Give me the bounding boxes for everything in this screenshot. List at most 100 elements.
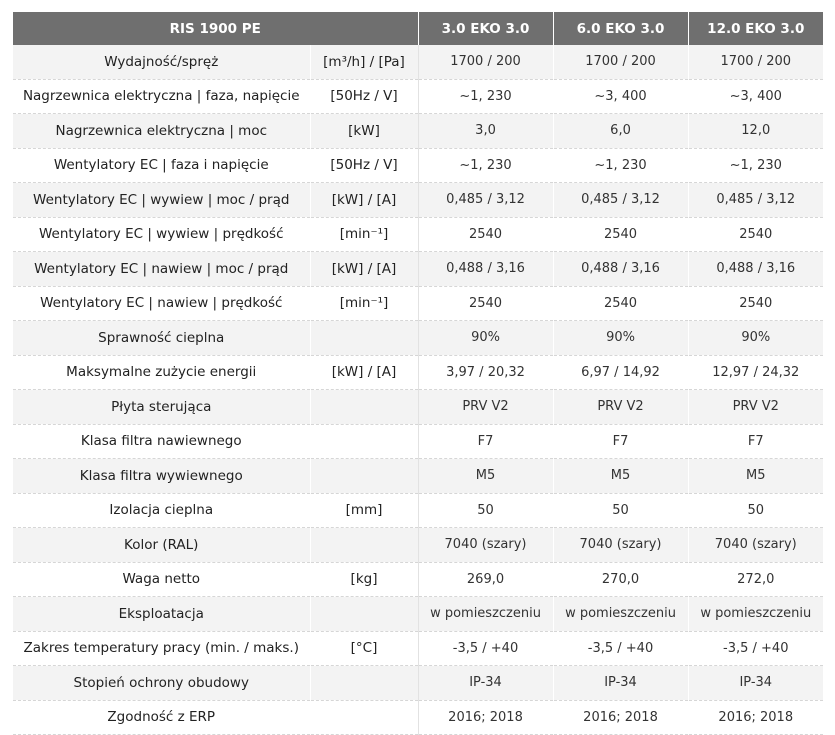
table-body: Wydajność/spręż [m³/h] / [Pa] 1700 / 200 17… bbox=[13, 45, 824, 735]
row-unit bbox=[309, 458, 419, 494]
row-value: 0,485 / 3,12 bbox=[688, 182, 824, 218]
row-unit: [°C] bbox=[309, 631, 419, 666]
header-model-6kw: 6.0 EKO 3.0 bbox=[553, 12, 689, 45]
row-unit bbox=[309, 320, 419, 356]
row-value: 6,97 / 14,92 bbox=[553, 355, 689, 390]
row-label: Izolacja cieplna bbox=[13, 493, 311, 528]
row-label: Kolor (RAL) bbox=[13, 527, 311, 563]
row-value: 0,488 / 3,16 bbox=[553, 251, 689, 287]
row-value: F7 bbox=[418, 424, 554, 459]
table-row: Wentylatory EC | wywiew | prędkość [min⁻¹… bbox=[13, 217, 824, 252]
table-row: Wentylatory EC | nawiew | moc / prąd [kW]… bbox=[13, 251, 824, 287]
row-value: IP-34 bbox=[418, 665, 554, 701]
row-value: 2540 bbox=[688, 286, 824, 321]
row-label: Stopień ochrony obudowy bbox=[13, 665, 311, 701]
row-unit: [mm] bbox=[309, 493, 419, 528]
table-row: Maksymalne zużycie energii [kW] / [A] 3,97… bbox=[13, 355, 824, 390]
row-value: ~1, 230 bbox=[418, 79, 554, 114]
row-value: M5 bbox=[688, 458, 824, 494]
row-unit: [kW] bbox=[309, 113, 419, 149]
row-label: Płyta sterująca bbox=[13, 389, 311, 425]
table-row: Nagrzewnica elektryczna | moc [kW] 3,0 6,0 1… bbox=[13, 113, 824, 149]
table-row: Eksploatacja w pomieszczeniu w pomieszczen… bbox=[13, 596, 824, 632]
table-row: Wentylatory EC | faza i napięcie [50Hz / … bbox=[13, 148, 824, 183]
row-value: 6,0 bbox=[553, 113, 689, 149]
table-row: Płyta sterująca PRV V2 PRV V2 PRV V2 bbox=[13, 389, 824, 425]
row-unit: [min⁻¹] bbox=[309, 217, 419, 252]
row-value: 2016; 2018 bbox=[688, 700, 824, 735]
table-row: Klasa filtra nawiewnego F7 F7 F7 bbox=[13, 424, 824, 459]
row-label: Eksploatacja bbox=[13, 596, 311, 632]
table-row: Kolor (RAL) 7040 (szary) 7040 (szary) 7040 … bbox=[13, 527, 824, 563]
header-model-12kw: 12.0 EKO 3.0 bbox=[688, 12, 824, 45]
row-value: ~3, 400 bbox=[688, 79, 824, 114]
row-value: w pomieszczeniu bbox=[418, 596, 554, 632]
row-value: M5 bbox=[418, 458, 554, 494]
row-unit: [m³/h] / [Pa] bbox=[309, 45, 419, 80]
row-label: Klasa filtra wywiewnego bbox=[13, 458, 311, 494]
row-label: Wentylatory EC | faza i napięcie bbox=[13, 148, 311, 183]
table-row: Izolacja cieplna [mm] 50 50 50 bbox=[13, 493, 824, 528]
table-row: Sprawność cieplna 90% 90% 90% bbox=[13, 320, 824, 356]
row-value: 7040 (szary) bbox=[688, 527, 824, 563]
spec-table: RIS 1900 PE 3.0 EKO 3.0 6.0 EKO 3.0 12.0… bbox=[13, 12, 824, 735]
row-value: 3,0 bbox=[418, 113, 554, 149]
row-unit bbox=[309, 665, 419, 701]
row-label: Zakres temperatury pracy (min. / maks.) bbox=[13, 631, 311, 666]
row-unit: [kW] / [A] bbox=[309, 182, 419, 218]
spec-table-container: RIS 1900 PE 3.0 EKO 3.0 6.0 EKO 3.0 12.0… bbox=[13, 12, 824, 735]
row-value: 12,97 / 24,32 bbox=[688, 355, 824, 390]
row-unit: [min⁻¹] bbox=[309, 286, 419, 321]
table-row: Zakres temperatury pracy (min. / maks.)[… bbox=[13, 631, 824, 666]
row-value: 7040 (szary) bbox=[418, 527, 554, 563]
row-value: 50 bbox=[688, 493, 824, 528]
row-value: 2540 bbox=[688, 217, 824, 252]
table-row: Wentylatory EC | nawiew | prędkość [min⁻¹… bbox=[13, 286, 824, 321]
row-unit: [50Hz / V] bbox=[309, 148, 419, 183]
row-value: 90% bbox=[553, 320, 689, 356]
table-row: Wydajność/spręż [m³/h] / [Pa] 1700 / 200 17… bbox=[13, 45, 824, 80]
row-value: 90% bbox=[688, 320, 824, 356]
table-row: Stopień ochrony obudowy IP-34 IP-34 IP-34 bbox=[13, 665, 824, 701]
table-row: Nagrzewnica elektryczna | faza, napięcie… bbox=[13, 79, 824, 114]
row-value: 272,0 bbox=[688, 562, 824, 597]
header-row: RIS 1900 PE 3.0 EKO 3.0 6.0 EKO 3.0 12.0… bbox=[13, 12, 824, 45]
row-value: 3,97 / 20,32 bbox=[418, 355, 554, 390]
row-value: 2540 bbox=[418, 286, 554, 321]
row-label: Wentylatory EC | wywiew | moc / prąd bbox=[13, 182, 311, 218]
row-unit: [50Hz / V] bbox=[309, 79, 419, 114]
row-value: F7 bbox=[553, 424, 689, 459]
row-label: Nagrzewnica elektryczna | moc bbox=[13, 113, 311, 149]
row-value: 0,485 / 3,12 bbox=[418, 182, 554, 218]
row-value: IP-34 bbox=[553, 665, 689, 701]
row-label: Maksymalne zużycie energii bbox=[13, 355, 311, 390]
row-label: Klasa filtra nawiewnego bbox=[13, 424, 311, 459]
row-label: Waga netto bbox=[13, 562, 311, 597]
row-value: ~1, 230 bbox=[688, 148, 824, 183]
row-value: 0,488 / 3,16 bbox=[688, 251, 824, 287]
row-label: Wydajność/spręż bbox=[13, 45, 311, 80]
row-value: 50 bbox=[553, 493, 689, 528]
row-unit: [kg] bbox=[309, 562, 419, 597]
row-value: PRV V2 bbox=[418, 389, 554, 425]
row-value: 2540 bbox=[418, 217, 554, 252]
table-row: Klasa filtra wywiewnego M5 M5 M5 bbox=[13, 458, 824, 494]
row-value: 90% bbox=[418, 320, 554, 356]
row-unit: [kW] / [A] bbox=[309, 251, 419, 287]
header-product-name: RIS 1900 PE bbox=[13, 12, 419, 45]
row-value: 269,0 bbox=[418, 562, 554, 597]
row-value: ~1, 230 bbox=[553, 148, 689, 183]
row-value: ~3, 400 bbox=[553, 79, 689, 114]
row-value: 2016; 2018 bbox=[553, 700, 689, 735]
row-unit bbox=[309, 389, 419, 425]
row-value: 1700 / 200 bbox=[688, 45, 824, 80]
row-value: 50 bbox=[418, 493, 554, 528]
row-unit bbox=[309, 596, 419, 632]
row-label: Zgodność z ERP bbox=[13, 700, 311, 735]
row-value: F7 bbox=[688, 424, 824, 459]
row-value: IP-34 bbox=[688, 665, 824, 701]
row-label: Wentylatory EC | nawiew | prędkość bbox=[13, 286, 311, 321]
row-value: M5 bbox=[553, 458, 689, 494]
row-value: 7040 (szary) bbox=[553, 527, 689, 563]
row-value: -3,5 / +40 bbox=[553, 631, 689, 666]
